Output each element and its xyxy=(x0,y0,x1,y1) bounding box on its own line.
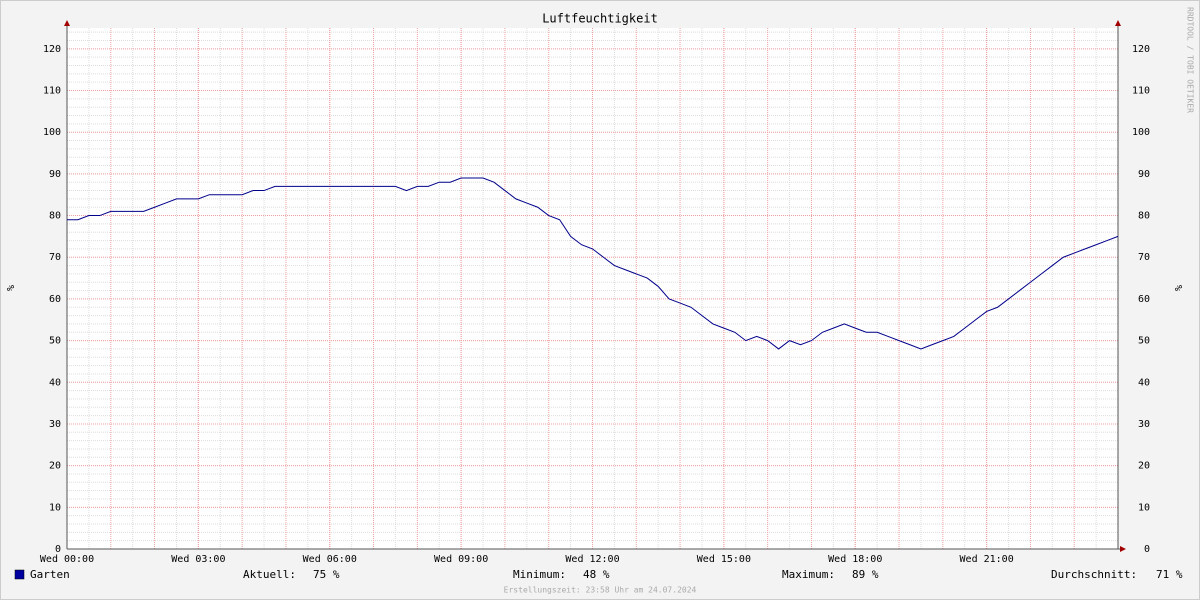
y-tick-label: 20 xyxy=(49,461,61,472)
y-tick-label-right: 50 xyxy=(1138,336,1150,347)
y-tick-label-right: 70 xyxy=(1138,252,1150,263)
y-tick-label: 30 xyxy=(49,419,61,430)
y-tick-label-right: 60 xyxy=(1138,294,1150,305)
x-tick-label: Wed 03:00 xyxy=(171,554,225,565)
y-tick-label: 100 xyxy=(43,127,61,138)
stat-value: 71 % xyxy=(1156,568,1183,581)
stat-label: Minimum: xyxy=(513,568,566,581)
y-tick-label: 50 xyxy=(49,336,61,347)
y-tick-label: 60 xyxy=(49,294,61,305)
y-tick-label: 120 xyxy=(43,44,61,55)
y-tick-label-right: 40 xyxy=(1138,377,1150,388)
stat-value: 48 % xyxy=(583,568,610,581)
x-tick-label: Wed 12:00 xyxy=(565,554,619,565)
x-tick-label: Wed 21:00 xyxy=(960,554,1014,565)
legend-label: Garten xyxy=(30,568,70,581)
x-tick-label: Wed 09:00 xyxy=(434,554,488,565)
chart-title: Luftfeuchtigkeit xyxy=(542,12,658,26)
y-tick-label: 10 xyxy=(49,502,61,513)
legend-swatch xyxy=(14,569,25,580)
y-tick-label-right: 30 xyxy=(1138,419,1150,430)
x-tick-label: Wed 00:00 xyxy=(40,554,94,565)
y-tick-label: 80 xyxy=(49,211,61,222)
series-line xyxy=(67,177,1119,350)
x-tick-label: Wed 06:00 xyxy=(303,554,357,565)
y-axis-label-right: % xyxy=(1172,285,1183,291)
y-tick-label-right: 110 xyxy=(1132,86,1150,97)
stat-label: Maximum: xyxy=(782,568,835,581)
grid xyxy=(66,28,1119,550)
y-axis-label: % xyxy=(4,285,15,291)
stat-value: 89 % xyxy=(852,568,879,581)
y-tick-label-right: 100 xyxy=(1132,127,1150,138)
stat-value: 75 % xyxy=(313,568,340,581)
x-tick-label: Wed 18:00 xyxy=(828,554,882,565)
y-tick-label-right: 10 xyxy=(1138,502,1150,513)
stat-label: Aktuell: xyxy=(243,568,296,581)
stat-label: Durchschnitt: xyxy=(1051,568,1137,581)
y-tick-label: 40 xyxy=(49,377,61,388)
watermark: RRDTOOL / TOBI OETIKER xyxy=(1186,7,1195,113)
y-tick-label-right: 0 xyxy=(1144,544,1150,555)
footer: Erstellungszeit: 23:58 Uhr am 24.07.2024 xyxy=(504,586,697,595)
y-tick-label: 90 xyxy=(49,169,61,180)
y-tick-label-right: 90 xyxy=(1138,169,1150,180)
y-tick-label-right: 120 xyxy=(1132,44,1150,55)
y-tick-label: 70 xyxy=(49,252,61,263)
x-tick-label: Wed 15:00 xyxy=(697,554,751,565)
y-tick-label-right: 20 xyxy=(1138,461,1150,472)
y-tick-label: 110 xyxy=(43,86,61,97)
y-tick-label: 0 xyxy=(55,544,61,555)
y-tick-label-right: 80 xyxy=(1138,211,1150,222)
